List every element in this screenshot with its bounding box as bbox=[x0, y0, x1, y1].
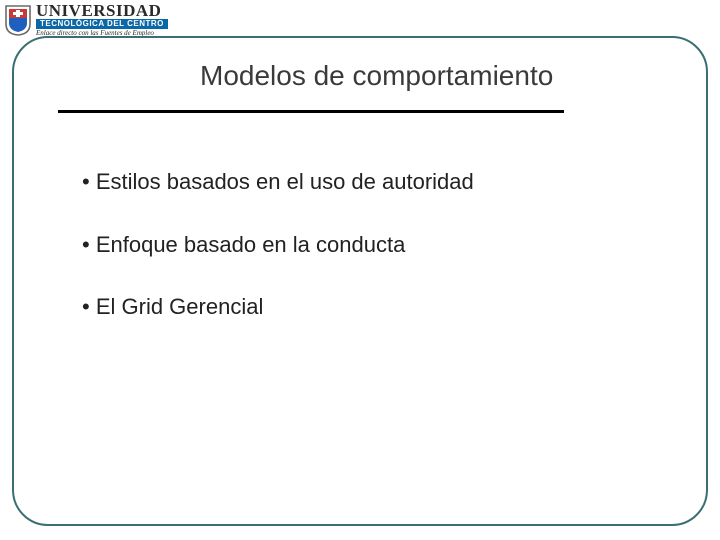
bullet-text: Enfoque basado en la conducta bbox=[96, 232, 405, 257]
bullet-item: • Enfoque basado en la conducta bbox=[82, 231, 642, 260]
bullet-text: El Grid Gerencial bbox=[96, 294, 264, 319]
logo-shield-icon bbox=[4, 4, 32, 36]
bullet-item: • Estilos basados en el uso de autoridad bbox=[82, 168, 642, 197]
logo-text-block: UNIVERSIDAD TECNOLÓGICA DEL CENTRO Enlac… bbox=[36, 2, 168, 37]
logo-line-2: TECNOLÓGICA DEL CENTRO bbox=[36, 19, 168, 29]
logo-line-1: UNIVERSIDAD bbox=[36, 2, 168, 19]
title-underline bbox=[58, 110, 564, 113]
bullet-item: • El Grid Gerencial bbox=[82, 293, 642, 322]
bullet-list: • Estilos basados en el uso de autoridad… bbox=[82, 168, 642, 356]
slide-title: Modelos de comportamiento bbox=[200, 60, 553, 92]
bullet-text: Estilos basados en el uso de autoridad bbox=[96, 169, 474, 194]
